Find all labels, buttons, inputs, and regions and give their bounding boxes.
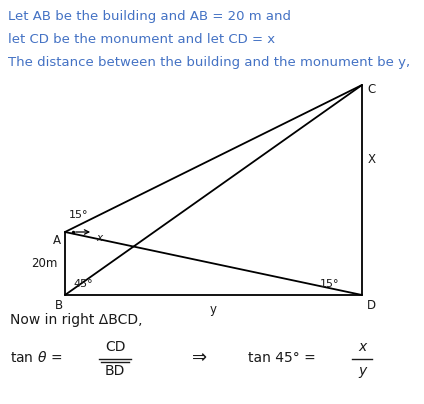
Text: x: x [96,233,102,243]
Text: tan $\theta$ =: tan $\theta$ = [10,351,62,366]
Text: 15°: 15° [320,279,340,289]
Text: C: C [367,83,375,96]
Text: Let AB be the building and AB = 20 m and: Let AB be the building and AB = 20 m and [8,10,291,23]
Text: A: A [53,234,61,247]
Text: B: B [55,299,63,312]
Text: The distance between the building and the monument be y,: The distance between the building and th… [8,56,410,69]
Text: BD: BD [105,364,125,378]
Text: CD: CD [105,340,125,354]
Text: x: x [358,340,366,354]
Text: 20m: 20m [31,257,57,270]
Text: D: D [367,299,376,312]
Text: X: X [368,153,376,166]
Text: Now in right ΔBCD,: Now in right ΔBCD, [10,313,142,327]
Text: y: y [210,303,217,316]
Text: y: y [358,364,366,378]
Text: 45°: 45° [73,279,92,289]
Text: let CD be the monument and let CD = x: let CD be the monument and let CD = x [8,33,275,46]
Text: tan 45° =: tan 45° = [248,351,316,365]
Text: ⇒: ⇒ [192,349,208,367]
Text: 15°: 15° [69,210,89,220]
